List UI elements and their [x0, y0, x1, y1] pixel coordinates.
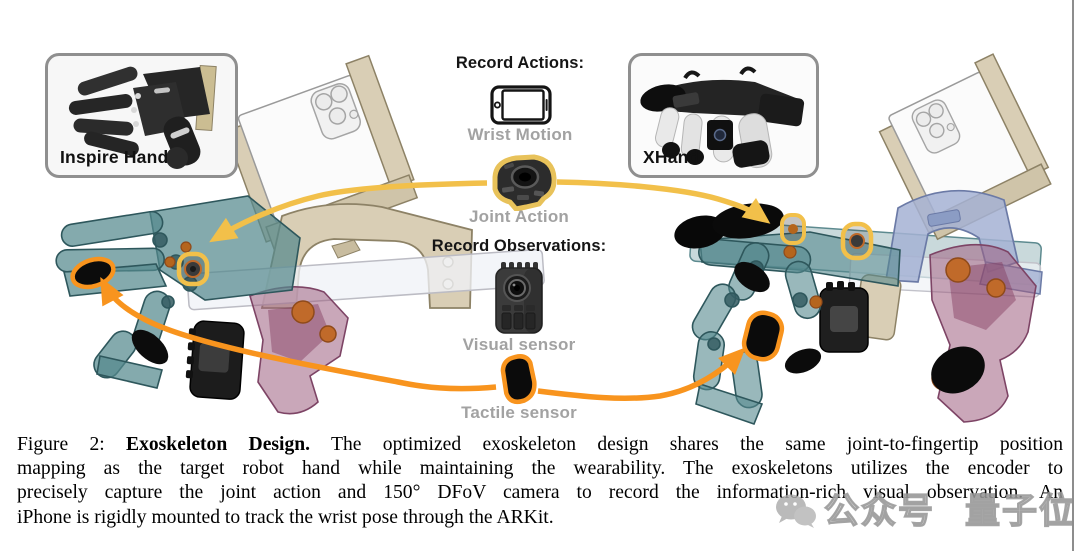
xhand-visual-sensor-camera [819, 281, 869, 353]
record-observations-heading: Record Observations: [431, 237, 607, 255]
inspire-encoder-highlight [176, 251, 210, 287]
caption-text: The optimized exoskeleton design shares … [310, 434, 1063, 455]
inspire-thumb-assembly [249, 286, 349, 415]
inspire-black-fingertip [131, 329, 169, 365]
caption-figure-number: Figure 2: [17, 434, 127, 455]
record-actions-heading: Record Actions: [455, 54, 585, 72]
caption-line-1: Figure 2: Exoskeleton Design. The optimi… [17, 433, 1063, 457]
xhand-black-fingertip [784, 348, 822, 374]
xhand-black-fingertip [734, 261, 770, 293]
xhand-thumb-black-tip [931, 346, 985, 394]
visual-sensor-label: Visual sensor [462, 335, 576, 354]
inspire-exoskeleton-illustration [55, 54, 545, 415]
joint-action-encoder-icon [486, 151, 558, 211]
xhand-exoskeleton-illustration [674, 53, 1052, 426]
wrist-motion-phone-icon [490, 85, 552, 125]
xhand-photo [640, 66, 805, 169]
visual-sensor-icon [494, 261, 544, 335]
inspire-hand-panel: Inspire Hand [45, 53, 238, 178]
caption-title: Exoskeleton Design. [126, 434, 311, 455]
caption-line-2: mapping as the target robot hand while m… [17, 458, 1063, 480]
caption-line-3: precisely capture the joint action and 1… [17, 482, 1063, 504]
tactile-sensor-arrow-left [100, 276, 497, 392]
joint-action-arrow-left [209, 180, 488, 243]
caption-line-4: iPhone is rigidly mounted to track the w… [17, 506, 554, 528]
xhand-thumb-assembly [929, 243, 1037, 423]
inspire-visual-sensor-camera [185, 320, 245, 400]
figure-caption: Figure 2: Exoskeleton Design. The optimi… [17, 433, 1063, 530]
inspire-hand-photo [68, 64, 217, 169]
xhand-encoder-highlight [780, 213, 874, 261]
annotation-arrows [100, 179, 771, 402]
xhand-label: XHand [643, 147, 700, 167]
tactile-sensor-label: Tactile sensor [461, 403, 577, 422]
xhand-panel: XHand [628, 53, 819, 178]
joint-action-label: Joint Action [469, 207, 569, 226]
page-edge-line [1072, 0, 1074, 551]
tactile-sensor-arrow-right [537, 347, 746, 402]
joint-action-arrow-right [556, 179, 771, 224]
xhand-tactile-fingertip-highlight [741, 310, 785, 362]
wrist-motion-label: Wrist Motion [467, 125, 573, 144]
inspire-hand-label: Inspire Hand [60, 147, 169, 167]
tactile-sensor-icon [497, 353, 541, 407]
